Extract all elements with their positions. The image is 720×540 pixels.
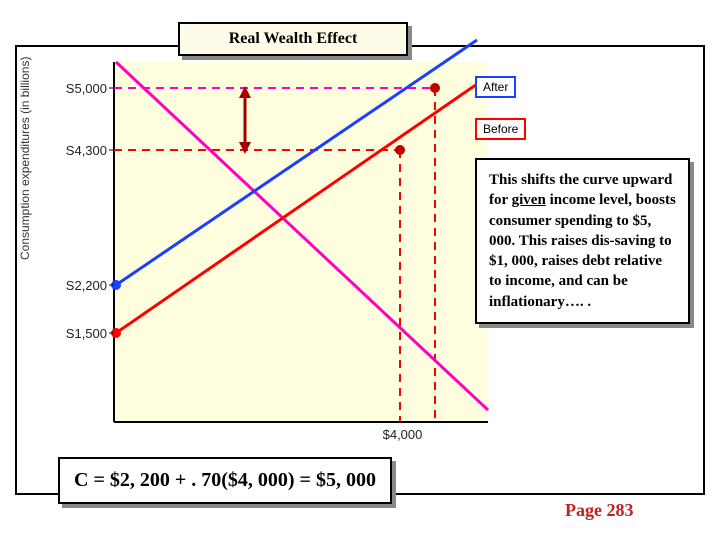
page-reference: Page 283	[565, 500, 633, 521]
y-tick-1500: S1,500	[52, 326, 107, 341]
y-tick-5000: S5,000	[52, 81, 107, 96]
y-tick-2200: S2,200	[52, 278, 107, 293]
chart-title: Real Wealth Effect	[178, 22, 408, 56]
legend-after: After	[475, 76, 516, 98]
annotation-underline: given	[512, 192, 546, 208]
x-tick-4000: $4,000	[375, 427, 430, 442]
y-tick-4300: S4,300	[52, 143, 107, 158]
annotation-text-2: income level, boosts consumer spending t…	[489, 192, 676, 309]
equation-box: C = $2, 200 + . 70($4, 000) = $5, 000	[58, 457, 392, 504]
annotation-box: This shifts the curve upward for given i…	[475, 158, 690, 324]
legend-before: Before	[475, 118, 526, 140]
